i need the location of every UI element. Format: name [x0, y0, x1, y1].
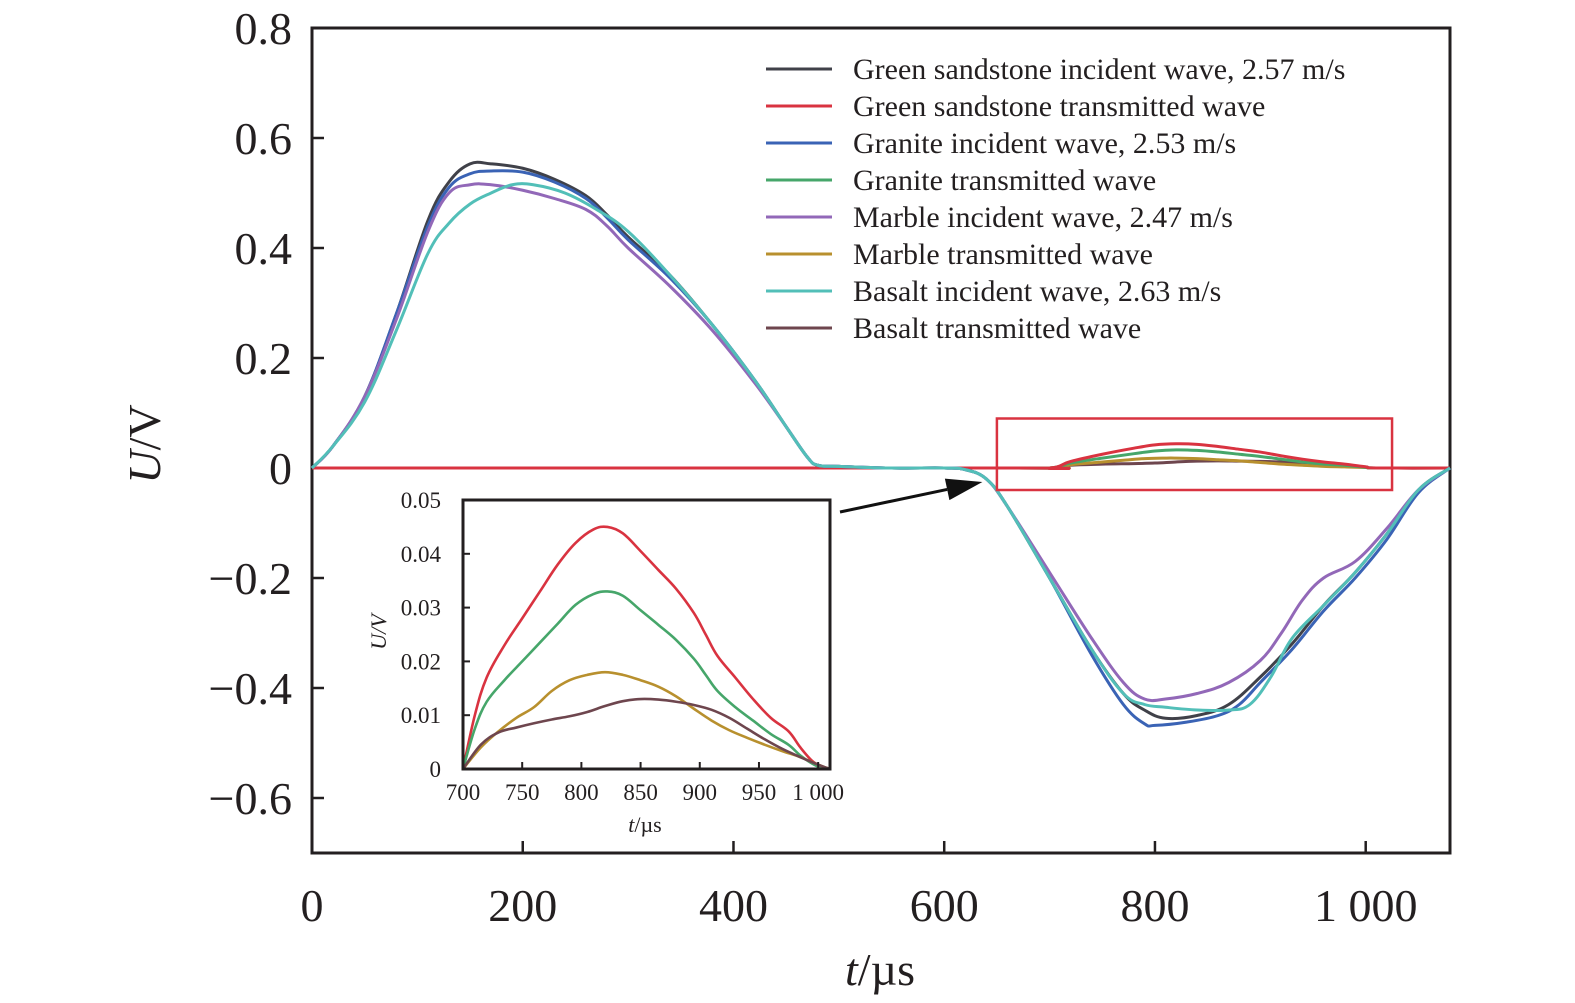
inset-x-ticks: 700 750 800 850 900 950 1 000 [446, 762, 844, 805]
inset-x-axis-label: t/µs [628, 812, 661, 837]
legend-label: Basalt transmitted wave [853, 312, 1141, 345]
legend-item: Marble transmitted wave [766, 238, 1153, 271]
legend-item: Granite incident wave, 2.53 m/s [766, 127, 1236, 160]
y-tick-label: −0.6 [209, 773, 292, 824]
inset-x-tick-label: 750 [505, 780, 540, 805]
legend-item: Granite transmitted wave [766, 164, 1156, 197]
inset-frame [461, 498, 832, 771]
inset-y-tick-label: 0 [430, 757, 442, 782]
inset-chart: 700 750 800 850 900 950 1 000 0 0.01 0.02 0.03 0.0… [366, 488, 844, 837]
inset-series-line-3 [461, 697, 831, 771]
legend-label: Green sandstone incident wave, 2.57 m/s [853, 53, 1345, 86]
inset-x-axis-label-var: t [628, 812, 635, 837]
inset-x-tick-label: 900 [683, 780, 718, 805]
inset-x-tick-label: 1 000 [792, 780, 844, 805]
x-axis-label-var: t [845, 944, 859, 995]
x-tick-label: 600 [910, 880, 979, 931]
legend-item: Basalt incident wave, 2.63 m/s [766, 275, 1221, 308]
inset-series-lines [461, 525, 831, 771]
main-axes: 0 200 400 600 800 1 000 0.8 0.6 0.4 0.2 0 −0.2 −0.4… [209, 3, 1452, 931]
inset-x-tick-label: 950 [742, 780, 777, 805]
y-tick-label: 0.2 [235, 333, 293, 384]
y-axis-label-var: U [119, 448, 170, 484]
arrow-head-icon [944, 478, 983, 501]
inset-x-axis-label-unit: /µs [634, 812, 661, 837]
legend-item: Marble incident wave, 2.47 m/s [766, 201, 1233, 234]
legend-item: Basalt transmitted wave [766, 312, 1141, 345]
y-axis-label: U/V [119, 404, 170, 483]
inset-y-tick-label: 0.02 [401, 649, 441, 674]
x-axis-label: t/µs [845, 944, 915, 995]
x-tick-label: 200 [488, 880, 557, 931]
inset-series-line-0 [461, 525, 831, 771]
inset-y-tick-label: 0.04 [401, 542, 442, 567]
x-ticks: 0 200 400 600 800 1 000 [301, 841, 1418, 931]
y-ticks: 0.8 0.6 0.4 0.2 0 −0.2 −0.4 −0.6 [209, 3, 324, 824]
legend-item: Green sandstone transmitted wave [766, 90, 1265, 123]
legend-label: Marble transmitted wave [853, 238, 1153, 271]
series-lines [310, 160, 1451, 728]
inset-x-tick-label: 850 [623, 780, 658, 805]
legend-label: Granite transmitted wave [853, 164, 1156, 197]
highlight-box [995, 417, 1394, 492]
arrow-line [839, 487, 948, 514]
plot-frame [310, 26, 1452, 855]
inset-x-tick-label: 800 [564, 780, 599, 805]
x-tick-label: 0 [301, 880, 324, 931]
inset-y-axis-label: U/V [366, 612, 391, 650]
legend-item: Green sandstone incident wave, 2.57 m/s [766, 53, 1345, 86]
inset-y-tick-label: 0.03 [401, 596, 441, 621]
inset-x-tick-label: 700 [446, 780, 481, 805]
series-line-6 [310, 182, 1451, 713]
y-tick-label: 0.6 [235, 113, 293, 164]
legend-label: Green sandstone transmitted wave [853, 90, 1265, 123]
callout-arrow [839, 478, 983, 514]
legend: Green sandstone incident wave, 2.57 m/s G… [766, 53, 1345, 345]
y-tick-label: 0.8 [235, 3, 293, 54]
inset-background [463, 500, 830, 769]
y-tick-label: −0.4 [209, 663, 292, 714]
x-axis-label-unit: /µs [858, 944, 915, 995]
x-tick-label: 800 [1120, 880, 1189, 931]
x-tick-label: 400 [699, 880, 768, 931]
y-tick-label: 0 [269, 443, 292, 494]
inset-series-line-1 [461, 590, 831, 771]
inset-y-tick-label: 0.01 [401, 703, 441, 728]
x-tick-label: 1 000 [1314, 880, 1418, 931]
inset-y-ticks: 0 0.01 0.02 0.03 0.04 0.05 [401, 488, 470, 782]
series-line-1 [312, 442, 1451, 471]
y-tick-label: −0.2 [209, 553, 292, 604]
legend-label: Basalt incident wave, 2.63 m/s [853, 275, 1221, 308]
series-line-3 [312, 448, 1451, 470]
y-axis-label-unit: /V [119, 404, 170, 450]
inset-y-tick-label: 0.05 [401, 488, 441, 513]
inset-series-line-2 [461, 670, 831, 771]
legend-label: Granite incident wave, 2.53 m/s [853, 127, 1236, 160]
legend-label: Marble incident wave, 2.47 m/s [853, 201, 1233, 234]
y-tick-label: 0.4 [235, 223, 293, 274]
